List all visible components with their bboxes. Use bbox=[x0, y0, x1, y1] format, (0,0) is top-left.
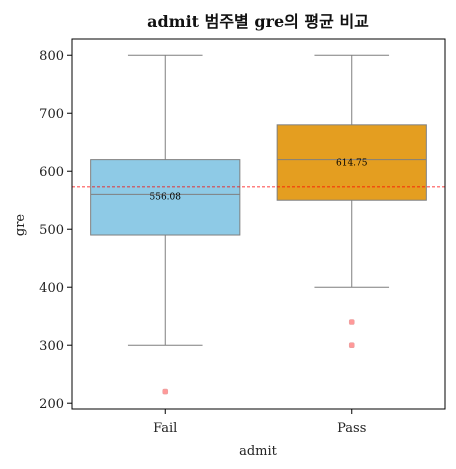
y-tick-label: 400 bbox=[39, 281, 64, 296]
y-tick-label: 200 bbox=[39, 397, 64, 412]
outlier-point bbox=[348, 342, 355, 349]
y-tick-label: 300 bbox=[39, 339, 64, 354]
y-tick-label: 500 bbox=[39, 223, 64, 238]
plot-area: 556.08 614.75 200 300 400 500 600 700 800 Fail Pas… bbox=[39, 38, 446, 436]
x-tick-label: Pass bbox=[337, 421, 366, 436]
x-tick-label: Fail bbox=[153, 421, 177, 436]
chart-title: admit 범주별 gre의 평균 비교 bbox=[147, 12, 369, 31]
box-pass bbox=[276, 124, 427, 201]
y-axis-label: gre bbox=[13, 214, 28, 237]
outlier-point bbox=[162, 388, 169, 395]
y-tick-label: 800 bbox=[39, 49, 64, 64]
outlier-point bbox=[348, 319, 355, 325]
plot-frame bbox=[71, 38, 446, 410]
box-fail bbox=[90, 159, 241, 236]
y-tick-label: 600 bbox=[39, 165, 64, 180]
y-tick-label: 700 bbox=[39, 107, 64, 122]
x-axis-label: admit bbox=[239, 444, 278, 459]
mean-label: 556.08 bbox=[150, 193, 182, 203]
mean-label: 614.75 bbox=[336, 159, 368, 169]
